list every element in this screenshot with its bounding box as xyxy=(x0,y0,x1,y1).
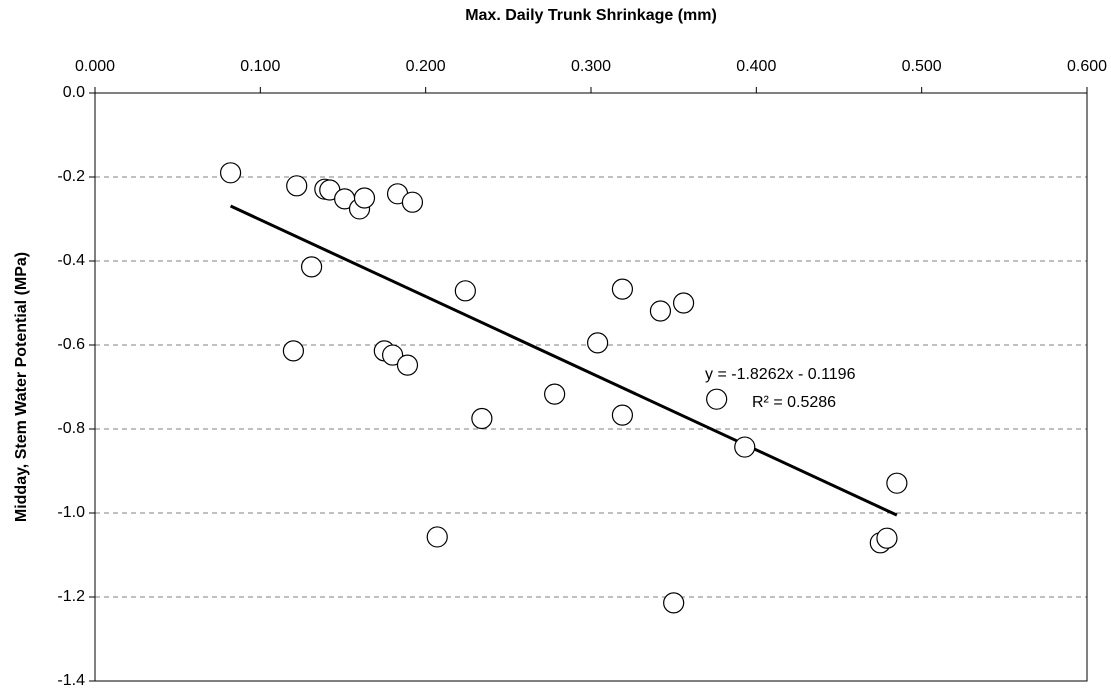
point xyxy=(426,526,448,548)
point xyxy=(663,592,685,614)
equation: y = -1.8262x - 0.1196 xyxy=(705,366,856,383)
point xyxy=(611,278,634,300)
y-tick-label: -0.2 xyxy=(57,168,85,185)
x-tick-label: 0.200 xyxy=(406,58,446,75)
point xyxy=(382,344,404,366)
point xyxy=(300,256,323,278)
point xyxy=(282,340,304,362)
point xyxy=(886,472,908,494)
x-tick-label: 0.100 xyxy=(240,58,280,75)
point xyxy=(734,436,756,458)
x-tick-label: 0.000 xyxy=(75,58,115,75)
y-tick-label: 0.0 xyxy=(63,84,85,101)
point xyxy=(544,383,566,405)
y-tick-label: -1.0 xyxy=(57,504,85,521)
y-tick-label: -0.4 xyxy=(57,252,85,269)
point xyxy=(219,162,242,184)
y-axis-label: Midday, Stem Water Potential (MPa) xyxy=(13,252,30,522)
x-tick-label: 0.400 xyxy=(736,58,776,75)
y-tick-label: -1.2 xyxy=(57,588,85,605)
point xyxy=(649,300,672,322)
x-axis-label: Max. Daily Trunk Shrinkage (mm) xyxy=(465,7,717,24)
point xyxy=(587,332,609,354)
trendline xyxy=(229,204,898,517)
point xyxy=(401,191,424,213)
x-tick-label: 0.300 xyxy=(571,58,611,75)
point xyxy=(353,187,376,209)
plot-border xyxy=(94,92,1088,682)
point xyxy=(672,292,695,314)
r-squared: R² = 0.5286 xyxy=(752,394,836,411)
point xyxy=(706,388,728,410)
point xyxy=(611,404,634,426)
point xyxy=(286,175,308,197)
point xyxy=(876,527,898,549)
point xyxy=(396,354,419,376)
x-tick-label: 0.500 xyxy=(902,58,942,75)
y-tick-label: -0.6 xyxy=(57,336,85,353)
x-tick-label: 0.600 xyxy=(1067,58,1107,75)
point xyxy=(454,280,476,302)
point xyxy=(471,407,493,430)
y-tick-label: -0.8 xyxy=(57,420,85,437)
y-tick-label: -1.4 xyxy=(57,672,85,689)
